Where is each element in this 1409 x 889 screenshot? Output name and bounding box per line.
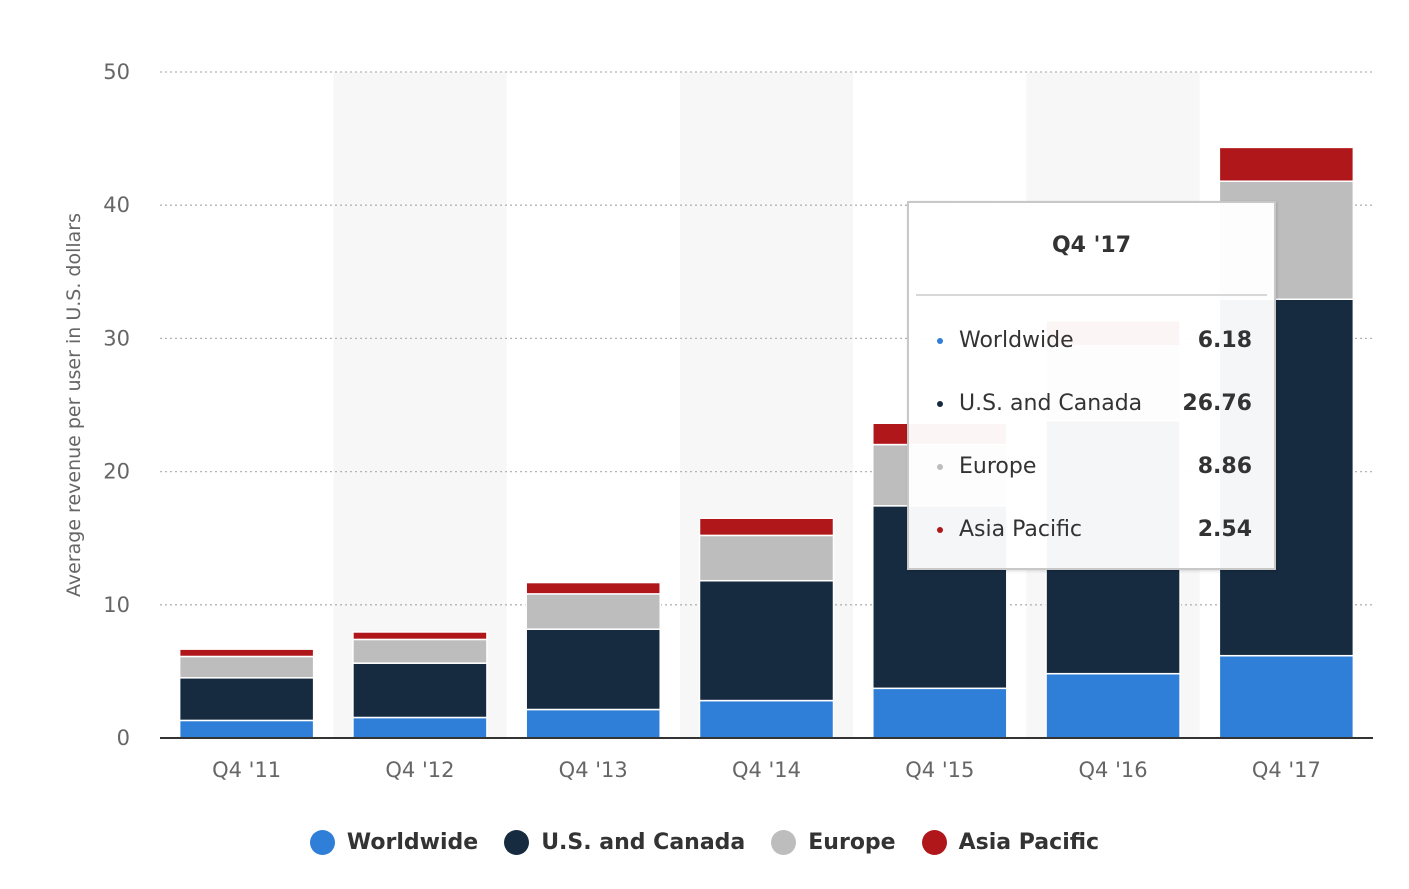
legend-label: Worldwide xyxy=(346,830,479,855)
bar-segment-u-s-and-canada-1 xyxy=(352,662,488,719)
tooltip-series-value: 26.76 xyxy=(1182,391,1252,416)
x-tick-label: Q4 '16 xyxy=(1079,758,1148,782)
bullet-icon xyxy=(937,337,943,344)
tooltip-row-asia-pacific: Asia Pacific 2.54 xyxy=(937,517,1252,542)
legend-dot-icon xyxy=(309,830,335,855)
tooltip-series-name: Europe xyxy=(959,454,1037,479)
y-tick-label: 30 xyxy=(103,326,130,350)
bar-segment-europe-2 xyxy=(525,593,661,630)
band-1 xyxy=(333,72,507,738)
bar-segment-worldwide-1 xyxy=(352,716,488,739)
legend-dot-icon xyxy=(771,830,797,855)
legend-dot-icon xyxy=(921,830,947,855)
x-axis-ticks: Q4 '11 Q4 '12 Q4 '13 Q4 '14 Q4 '15 Q4 '16 Q4 '… xyxy=(212,758,1321,782)
legend-label: Asia Pacific xyxy=(958,830,1100,855)
tooltip-series-name: U.S. and Canada xyxy=(959,391,1143,416)
y-tick-label: 20 xyxy=(103,460,130,484)
y-tick-label: 0 xyxy=(117,726,130,750)
tooltip-row-europe: Europe 8.86 xyxy=(937,454,1252,479)
bar-segment-europe-3 xyxy=(698,534,835,582)
bar-segment-europe-0 xyxy=(178,655,315,679)
legend-dot-icon xyxy=(504,830,530,855)
tooltip-series-name: Worldwide xyxy=(959,328,1074,353)
bar-segment-asia-pacific-6 xyxy=(1218,146,1355,182)
x-tick-label: Q4 '13 xyxy=(559,758,628,782)
legend-item-europe[interactable]: Europe xyxy=(771,830,896,855)
bar-segment-u-s-and-canada-3 xyxy=(698,579,835,702)
x-tick-label: Q4 '15 xyxy=(905,758,974,782)
tooltip-series-value: 8.86 xyxy=(1197,454,1252,479)
legend-label: U.S. and Canada xyxy=(541,830,746,855)
bar-segment-asia-pacific-2 xyxy=(525,581,661,595)
bar-segment-worldwide-5 xyxy=(1045,672,1181,739)
bar-segment-worldwide-6 xyxy=(1218,654,1355,739)
legend-item-worldwide[interactable]: Worldwide xyxy=(309,830,479,855)
y-axis-ticks: 0 10 20 30 40 50 xyxy=(103,60,130,750)
y-axis-title: Average revenue per user in U.S. dollars xyxy=(63,213,85,597)
y-tick-label: 50 xyxy=(103,60,130,84)
bar-segment-asia-pacific-3 xyxy=(698,517,835,537)
y-tick-label: 10 xyxy=(103,593,130,617)
tooltip-series-name: Asia Pacific xyxy=(959,517,1083,542)
tooltip-divider xyxy=(916,294,1267,296)
bar-segment-worldwide-3 xyxy=(698,699,835,739)
legend: Worldwide U.S. and Canada Europe Asia Pa… xyxy=(0,830,1409,855)
bullet-icon xyxy=(937,526,943,533)
x-tick-label: Q4 '14 xyxy=(732,758,801,782)
y-tick-label: 40 xyxy=(103,193,130,217)
tooltip-title: Q4 '17 xyxy=(1051,233,1132,258)
bar-segment-u-s-and-canada-0 xyxy=(178,677,315,722)
bar-segment-asia-pacific-0 xyxy=(178,648,315,658)
x-tick-label: Q4 '11 xyxy=(212,758,281,782)
bullet-icon xyxy=(937,400,943,407)
bar-segment-europe-1 xyxy=(352,638,488,664)
x-tick-label: Q4 '17 xyxy=(1252,758,1321,782)
bar-segment-worldwide-2 xyxy=(525,708,661,739)
x-tick-label: Q4 '12 xyxy=(385,758,454,782)
tooltip-row-worldwide: Worldwide 6.18 xyxy=(937,328,1252,353)
tooltip-series-value: 6.18 xyxy=(1197,328,1252,353)
bar-segment-worldwide-0 xyxy=(178,719,315,739)
bullet-icon xyxy=(937,463,943,470)
bar-segment-u-s-and-canada-2 xyxy=(525,628,661,711)
bar-segment-asia-pacific-1 xyxy=(352,631,488,641)
tooltip-row-us-canada: U.S. and Canada 26.76 xyxy=(937,391,1252,416)
hover-tooltip: Q4 '17 Worldwide 6.18 U.S. and Canada 26… xyxy=(907,201,1276,570)
legend-item-asia-pacific[interactable]: Asia Pacific xyxy=(921,830,1100,855)
legend-item-us-canada[interactable]: U.S. and Canada xyxy=(504,830,745,855)
tooltip-series-value: 2.54 xyxy=(1197,517,1252,542)
bar-segment-worldwide-4 xyxy=(872,687,1008,739)
legend-label: Europe xyxy=(808,830,896,855)
